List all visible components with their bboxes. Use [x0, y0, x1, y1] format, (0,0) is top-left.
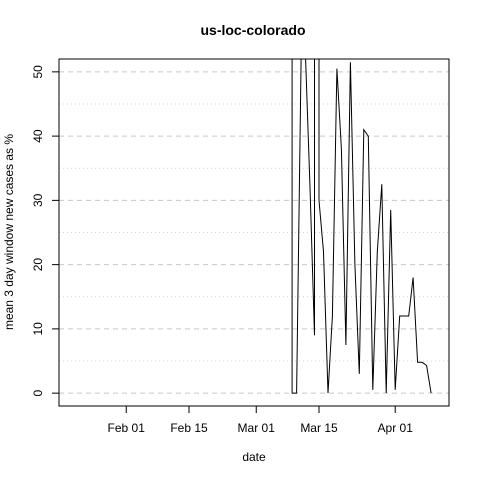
y-tick-label: 10 — [31, 322, 45, 336]
y-axis-label: mean 3 day window new cases as % — [2, 134, 16, 330]
x-axis: Feb 01 Feb 15 Mar 01 Mar 15 Apr 01 — [108, 406, 414, 435]
series-line — [291, 59, 432, 394]
y-tick-label: 0 — [31, 389, 45, 396]
y-tick-label: 50 — [31, 65, 45, 79]
x-tick-label: Mar 15 — [300, 421, 338, 435]
x-axis-label: date — [242, 450, 266, 464]
y-tick-label: 20 — [31, 258, 45, 272]
series-group — [291, 59, 432, 394]
x-tick-label: Apr 01 — [378, 421, 414, 435]
x-tick-label: Feb 15 — [170, 421, 208, 435]
y-tick-label: 40 — [31, 129, 45, 143]
chart-title: us-loc-colorado — [200, 22, 305, 38]
x-tick-label: Mar 01 — [238, 421, 276, 435]
y-tick-label: 30 — [31, 193, 45, 207]
y-axis: 0 10 20 30 40 50 — [31, 65, 59, 396]
x-tick-label: Feb 01 — [108, 421, 146, 435]
plot-frame — [58, 58, 450, 407]
